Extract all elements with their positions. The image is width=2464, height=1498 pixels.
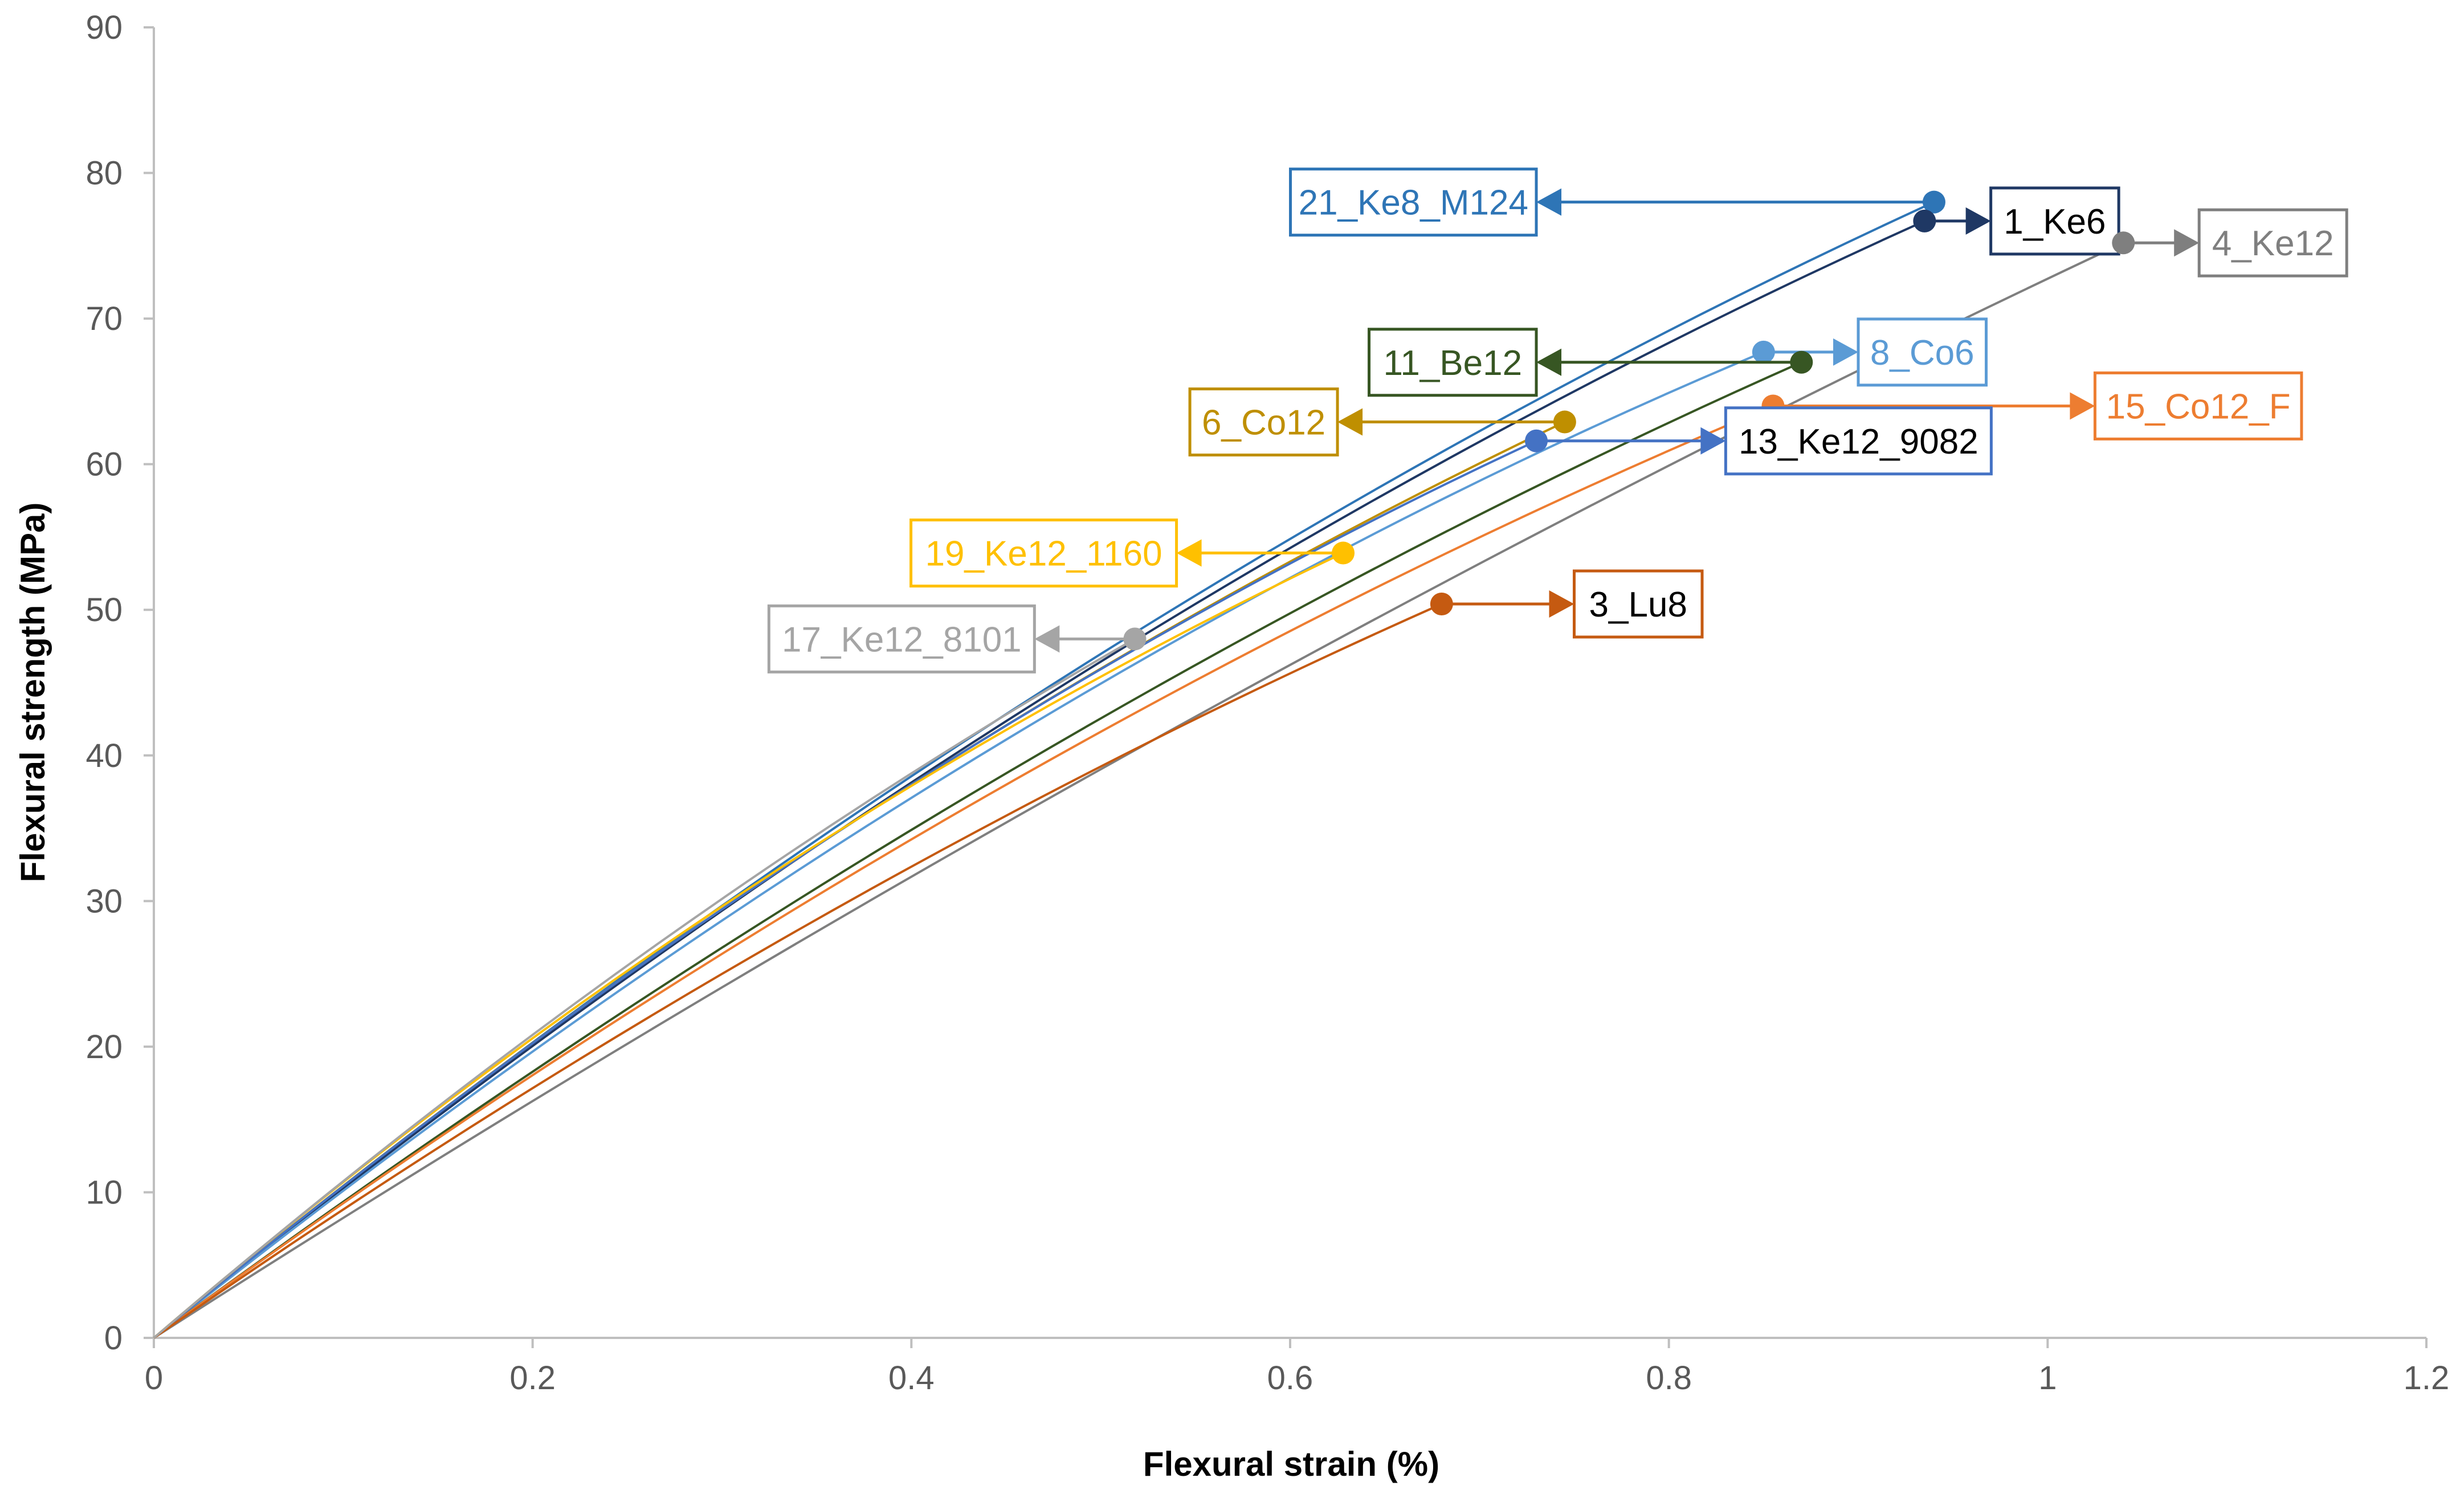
y-axis-title: Flexural strength (MPa): [14, 503, 52, 883]
series-label-text: 19_Ke12_1160: [925, 534, 1162, 574]
x-tick-label: 1.2: [2404, 1360, 2450, 1397]
arrowhead-icon: [1965, 207, 1991, 235]
series-label-group-4_Ke12: 4_Ke12: [2112, 208, 2348, 277]
y-tick-label: 40: [85, 737, 123, 774]
series-label-box: [1188, 387, 1339, 457]
endpoint-marker: [1332, 541, 1355, 565]
x-tick-label: 1: [2038, 1360, 2057, 1397]
series-label-box: [909, 519, 1178, 588]
y-tick-label: 50: [85, 591, 123, 628]
series-line-3_Lu8: [153, 603, 1442, 1339]
endpoint-marker: [2112, 231, 2135, 255]
series-label-box: [767, 604, 1036, 674]
x-tick-label: 0.2: [509, 1360, 556, 1397]
y-tick-label: 20: [85, 1028, 123, 1066]
arrowhead-icon: [1700, 427, 1726, 455]
arrowhead-icon: [2070, 392, 2095, 420]
series-label-group-3_Lu8: 3_Lu8: [1430, 569, 1704, 639]
series-line-1_Ke6: [153, 220, 1925, 1339]
series-line-11_Be12: [153, 361, 1802, 1339]
series-line-8_Co6: [153, 351, 1764, 1339]
endpoint-marker: [1123, 627, 1147, 651]
series-label-box: [2093, 371, 2303, 440]
series-label-text: 3_Lu8: [1589, 585, 1687, 624]
endpoint-marker: [1525, 429, 1548, 452]
series-label-group-1_Ke6: 1_Ke6: [1913, 186, 2120, 256]
series-label-group-17_Ke12_8101: 17_Ke12_8101: [767, 604, 1147, 674]
series-label-text: 6_Co12: [1202, 403, 1325, 443]
series-label-box: [1857, 317, 1988, 387]
arrowhead-icon: [1833, 338, 1858, 366]
series-label-group-21_Ke8_M124: 21_Ke8_M124: [1289, 168, 1945, 237]
endpoint-marker: [1790, 350, 1813, 374]
series-label-text: 11_Be12: [1383, 344, 1522, 383]
endpoint-marker: [1430, 593, 1453, 615]
series-line-15_Co12_F: [153, 405, 1774, 1339]
series-label-group-13_Ke12_9082: 13_Ke12_9082: [1525, 406, 1993, 476]
arrowhead-icon: [1536, 188, 1562, 216]
x-axis-title: Flexural strain (%): [1143, 1445, 1439, 1483]
series-label-group-15_Co12_F: 15_Co12_F: [1761, 371, 2303, 440]
series-label-text: 8_Co6: [1870, 333, 1975, 373]
x-tick-label: 0.4: [888, 1360, 935, 1397]
y-tick-label: 60: [85, 446, 123, 483]
arrowhead-icon: [1176, 539, 1202, 567]
x-tick-label: 0: [145, 1360, 163, 1397]
x-tick-label: 0.6: [1267, 1360, 1313, 1397]
series-label-box: [1989, 186, 2120, 256]
series-label-group-11_Be12: 11_Be12: [1368, 328, 1813, 397]
endpoint-marker: [1752, 340, 1775, 364]
series-label-box: [1289, 168, 1538, 237]
arrowhead-icon: [1549, 590, 1574, 618]
y-tick-label: 70: [85, 300, 123, 337]
arrowhead-icon: [1034, 625, 1060, 653]
series-label-text: 15_Co12_F: [2106, 387, 2291, 426]
endpoint-marker: [1922, 190, 1945, 214]
series-label-group-8_Co6: 8_Co6: [1752, 317, 1988, 387]
arrowhead-icon: [1337, 408, 1363, 436]
endpoint-marker: [1913, 209, 1936, 232]
endpoint-marker: [1553, 410, 1576, 434]
series-label-group-19_Ke12_1160: 19_Ke12_1160: [909, 519, 1355, 588]
series-label-box: [1368, 328, 1538, 397]
series-label-text: 13_Ke12_9082: [1739, 422, 1978, 462]
series-label-box: [1724, 406, 1993, 476]
y-tick-label: 30: [85, 883, 123, 920]
series-label-text: 17_Ke12_8101: [782, 620, 1022, 659]
y-tick-label: 10: [85, 1174, 123, 1211]
series-label-text: 4_Ke12: [2212, 224, 2334, 263]
series-line-17_Ke12_8101: [153, 638, 1136, 1339]
y-tick-label: 0: [104, 1320, 123, 1357]
x-tick-label: 0.8: [1646, 1360, 1692, 1397]
arrowhead-icon: [1536, 348, 1562, 376]
series-label-box: [1573, 569, 1704, 639]
series-label-box: [2197, 208, 2348, 277]
series-label-text: 21_Ke8_M124: [1299, 183, 1528, 223]
arrowhead-icon: [2174, 229, 2200, 257]
series-label-text: 1_Ke6: [2004, 202, 2106, 242]
y-tick-label: 80: [85, 155, 123, 192]
y-tick-label: 90: [85, 9, 123, 46]
series-label-group-6_Co12: 6_Co12: [1188, 387, 1576, 457]
